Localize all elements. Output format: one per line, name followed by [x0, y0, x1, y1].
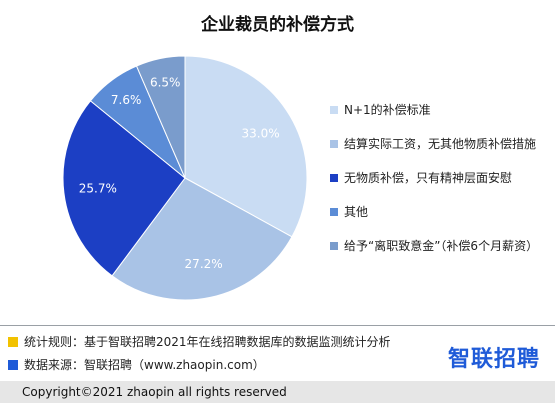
legend-swatch-icon	[330, 174, 338, 182]
pie-chart: 33.0% 27.2% 25.7% 7.6% 6.5%	[62, 55, 308, 301]
pie-value-label-4: 7.6%	[111, 93, 142, 107]
pie-value-label-1: 33.0%	[242, 126, 280, 140]
chart-title: 企业裁员的补偿方式	[201, 15, 354, 35]
pie-slice-1	[184, 55, 308, 238]
stat-rule-line: 统计规则：基于智联招聘2021年在线招聘数据库的数据监测统计分析	[8, 333, 391, 350]
legend-label: 其他	[344, 205, 369, 219]
legend-label: 结算实际工资，无其他物质补偿措施	[344, 137, 537, 151]
data-source-line: 数据来源：智联招聘（www.zhaopin.com）	[8, 356, 265, 373]
legend-label: 给予“离职致意金”（补偿6个月薪资）	[344, 239, 539, 253]
copyright-bar: Copyright©2021 zhaopin all rights reserv…	[0, 381, 555, 403]
yellow-square-icon	[8, 337, 18, 347]
legend-label: 无物质补偿，只有精神层面安慰	[344, 171, 513, 185]
pie-value-label-5: 6.5%	[150, 75, 181, 89]
legend-swatch-icon	[330, 208, 338, 216]
data-source-text: 数据来源：智联招聘（www.zhaopin.com）	[24, 358, 265, 372]
pie-value-label-2: 27.2%	[185, 257, 223, 271]
pie-slice-3	[62, 100, 186, 277]
footer-divider	[0, 325, 555, 326]
blue-square-icon	[8, 360, 18, 370]
zhaopin-logo: 智联招聘	[448, 347, 541, 372]
stat-rule-text: 统计规则：基于智联招聘2021年在线招聘数据库的数据监测统计分析	[24, 335, 391, 349]
pie-slice-5	[135, 55, 186, 179]
legend-swatch-icon	[330, 140, 338, 148]
legend-label: N+1的补偿标准	[344, 103, 431, 117]
legend-swatch-icon	[330, 106, 338, 114]
pie-value-label-3: 25.7%	[79, 182, 117, 196]
legend-swatch-icon	[330, 242, 338, 250]
pie-slice-2	[111, 177, 293, 301]
